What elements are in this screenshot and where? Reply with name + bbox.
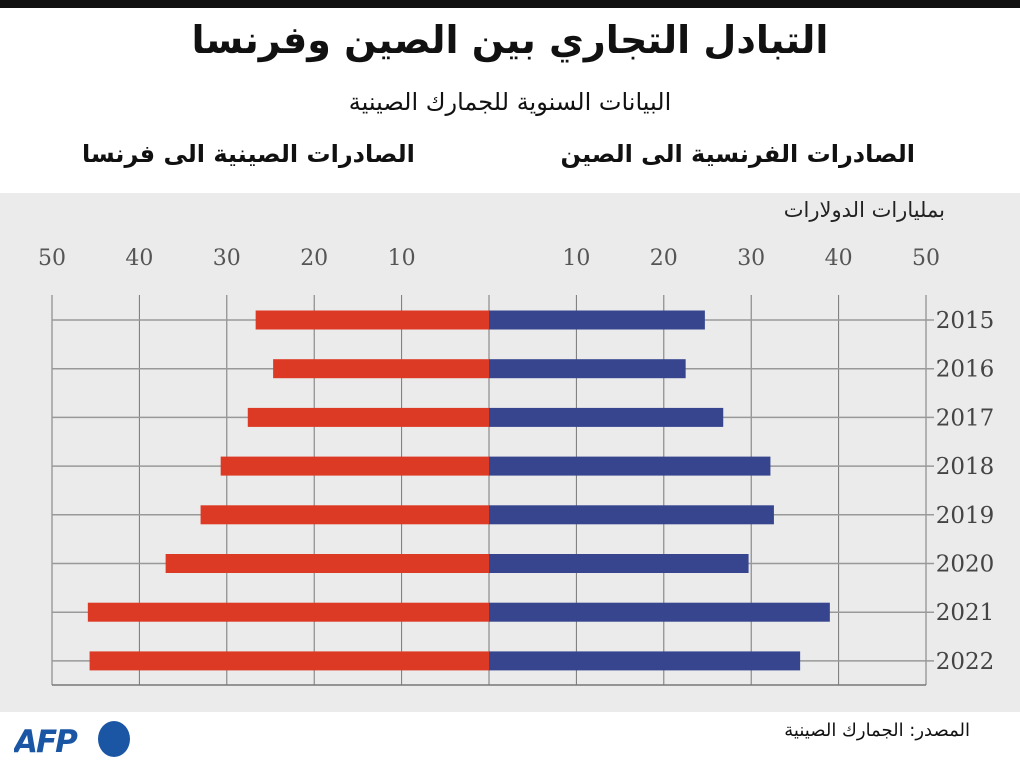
bar-right-2019 (489, 505, 774, 525)
year-label: 2020 (936, 552, 995, 578)
bar-left-2017 (247, 407, 489, 427)
svg-text:AFP: AFP (14, 724, 78, 760)
legend-left-series: الصادرات الصينية الى فرنسا (82, 140, 415, 168)
tick-label-left: 20 (300, 246, 328, 271)
year-label: 2021 (936, 600, 995, 626)
year-label: 2019 (936, 503, 995, 529)
unit-label: بمليارات الدولارات (783, 198, 945, 222)
bar-left-2018 (220, 456, 489, 476)
bar-right-2017 (489, 407, 724, 427)
tick-label-right: 30 (737, 246, 765, 271)
year-label: 2017 (936, 405, 995, 431)
year-label: 2016 (936, 357, 995, 383)
bar-left-2015 (255, 310, 489, 330)
year-label: 2022 (936, 649, 995, 675)
year-label: 2015 (936, 308, 995, 334)
afp-logo: AFP (14, 721, 130, 760)
bar-right-2022 (489, 651, 801, 671)
bar-right-2018 (489, 456, 771, 476)
top-rule (0, 0, 1020, 8)
chart-subtitle: البيانات السنوية للجمارك الصينية (348, 88, 672, 116)
chart-panel (0, 193, 1020, 712)
bar-left-2020 (165, 554, 489, 573)
chart-title: التبادل التجاري بين الصين وفرنسا (191, 18, 829, 62)
bar-left-2022 (89, 651, 489, 671)
tick-label-right: 40 (825, 246, 853, 271)
bar-left-2019 (200, 505, 489, 525)
bar-right-2015 (489, 310, 705, 330)
tick-label-right: 10 (562, 246, 590, 271)
year-label: 2018 (936, 454, 995, 480)
source-note: المصدر: الجمارك الصينية (784, 720, 970, 741)
bar-left-2016 (273, 359, 489, 379)
tick-label-left: 50 (38, 246, 66, 271)
bar-right-2020 (489, 554, 749, 573)
tick-label-left: 10 (388, 246, 416, 271)
bar-right-2021 (489, 602, 830, 622)
tick-label-right: 50 (912, 246, 940, 271)
tick-label-left: 30 (213, 246, 241, 271)
tick-label-right: 20 (650, 246, 678, 271)
tick-label-left: 40 (125, 246, 153, 271)
bar-right-2016 (489, 359, 686, 379)
bar-left-2021 (87, 602, 490, 622)
legend-right-series: الصادرات الفرنسية الى الصين (560, 140, 915, 168)
